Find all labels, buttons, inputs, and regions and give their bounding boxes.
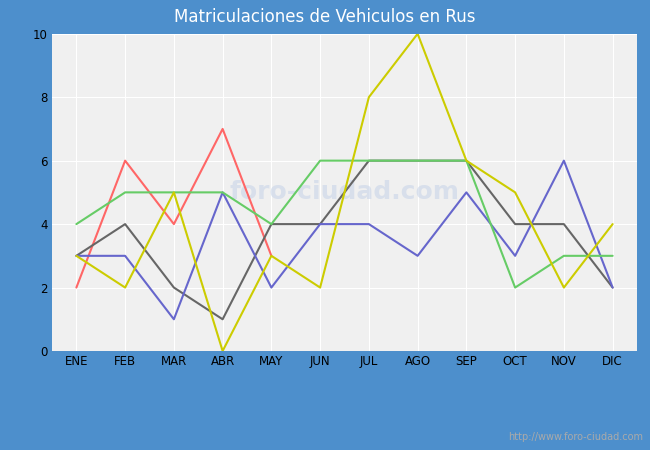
Text: Matriculaciones de Vehiculos en Rus: Matriculaciones de Vehiculos en Rus (174, 8, 476, 26)
Text: foro-ciudad.com: foro-ciudad.com (229, 180, 460, 204)
Text: http://www.foro-ciudad.com: http://www.foro-ciudad.com (508, 432, 644, 442)
